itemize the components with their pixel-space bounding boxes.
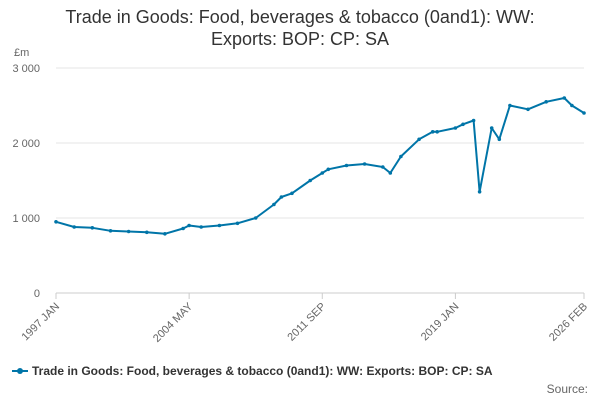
data-point[interactable] bbox=[471, 118, 476, 123]
y-tick-label: 3 000 bbox=[12, 63, 40, 75]
data-point[interactable] bbox=[381, 165, 385, 169]
data-point[interactable] bbox=[461, 122, 465, 127]
legend-label: Trade in Goods: Food, beverages & tobacc… bbox=[32, 364, 493, 378]
data-point[interactable] bbox=[508, 103, 512, 108]
chart-grid bbox=[56, 67, 584, 219]
data-point[interactable] bbox=[90, 226, 95, 230]
data-point[interactable] bbox=[430, 130, 435, 134]
data-point[interactable] bbox=[526, 107, 530, 112]
data-point[interactable] bbox=[477, 190, 482, 194]
y-tick-label: 2 000 bbox=[12, 138, 40, 150]
data-point[interactable] bbox=[582, 111, 586, 115]
data-point[interactable] bbox=[108, 229, 113, 233]
data-point[interactable] bbox=[453, 126, 458, 130]
data-point[interactable] bbox=[279, 195, 284, 199]
x-tick-label: 1997 JAN bbox=[19, 301, 62, 344]
data-point[interactable] bbox=[326, 167, 331, 172]
data-point[interactable] bbox=[497, 137, 502, 142]
data-point[interactable] bbox=[163, 232, 167, 236]
source-label: Source: bbox=[546, 382, 588, 396]
data-point[interactable] bbox=[72, 225, 76, 229]
data-point[interactable] bbox=[362, 162, 367, 166]
y-tick-label: 0 bbox=[34, 288, 40, 300]
data-point[interactable] bbox=[181, 226, 185, 231]
data-point[interactable] bbox=[544, 100, 548, 104]
data-point[interactable] bbox=[388, 171, 393, 175]
data-point[interactable] bbox=[235, 221, 240, 226]
x-tick-label: 2026 FEB bbox=[547, 301, 590, 344]
y-axis-ticks: 0 1 000 2 000 3 000 bbox=[12, 63, 40, 300]
y-axis-label: £m bbox=[14, 47, 29, 59]
data-point[interactable] bbox=[272, 202, 276, 207]
chart-title: Trade in Goods: Food, beverages & tobacc… bbox=[0, 6, 600, 50]
data-point[interactable] bbox=[417, 137, 421, 142]
x-tick-label: 2004 MAY bbox=[151, 300, 196, 345]
data-series bbox=[54, 96, 586, 236]
data-point[interactable] bbox=[562, 96, 567, 100]
data-point[interactable] bbox=[399, 154, 403, 159]
x-tick-label: 2011 SEP bbox=[285, 301, 328, 344]
data-point[interactable] bbox=[344, 163, 349, 168]
legend-swatch-icon bbox=[12, 366, 28, 376]
chart-legend[interactable]: Trade in Goods: Food, beverages & tobacc… bbox=[12, 364, 592, 378]
data-point[interactable] bbox=[54, 220, 58, 224]
data-point[interactable] bbox=[253, 216, 258, 220]
series-line bbox=[55, 97, 585, 235]
data-point[interactable] bbox=[320, 171, 325, 175]
chart-title-line-2: Exports: BOP: CP: SA bbox=[210, 29, 390, 49]
data-point[interactable] bbox=[570, 103, 574, 108]
data-point[interactable] bbox=[435, 130, 440, 134]
data-point[interactable] bbox=[126, 229, 131, 234]
x-axis-ticks: 1997 JAN 2004 MAY 2011 SEP 2019 JAN 2026 FEB bbox=[19, 293, 590, 345]
data-point[interactable] bbox=[489, 126, 494, 130]
data-point[interactable] bbox=[308, 178, 313, 183]
x-tick-label: 2019 JAN bbox=[419, 301, 462, 344]
data-point[interactable] bbox=[187, 223, 191, 228]
data-point[interactable] bbox=[199, 225, 203, 229]
data-point[interactable] bbox=[145, 230, 149, 235]
y-tick-label: 1 000 bbox=[12, 213, 40, 225]
data-point[interactable] bbox=[290, 191, 294, 196]
data-point[interactable] bbox=[217, 223, 222, 228]
chart-title-line-1: Trade in Goods: Food, beverages & tobacc… bbox=[65, 7, 535, 27]
